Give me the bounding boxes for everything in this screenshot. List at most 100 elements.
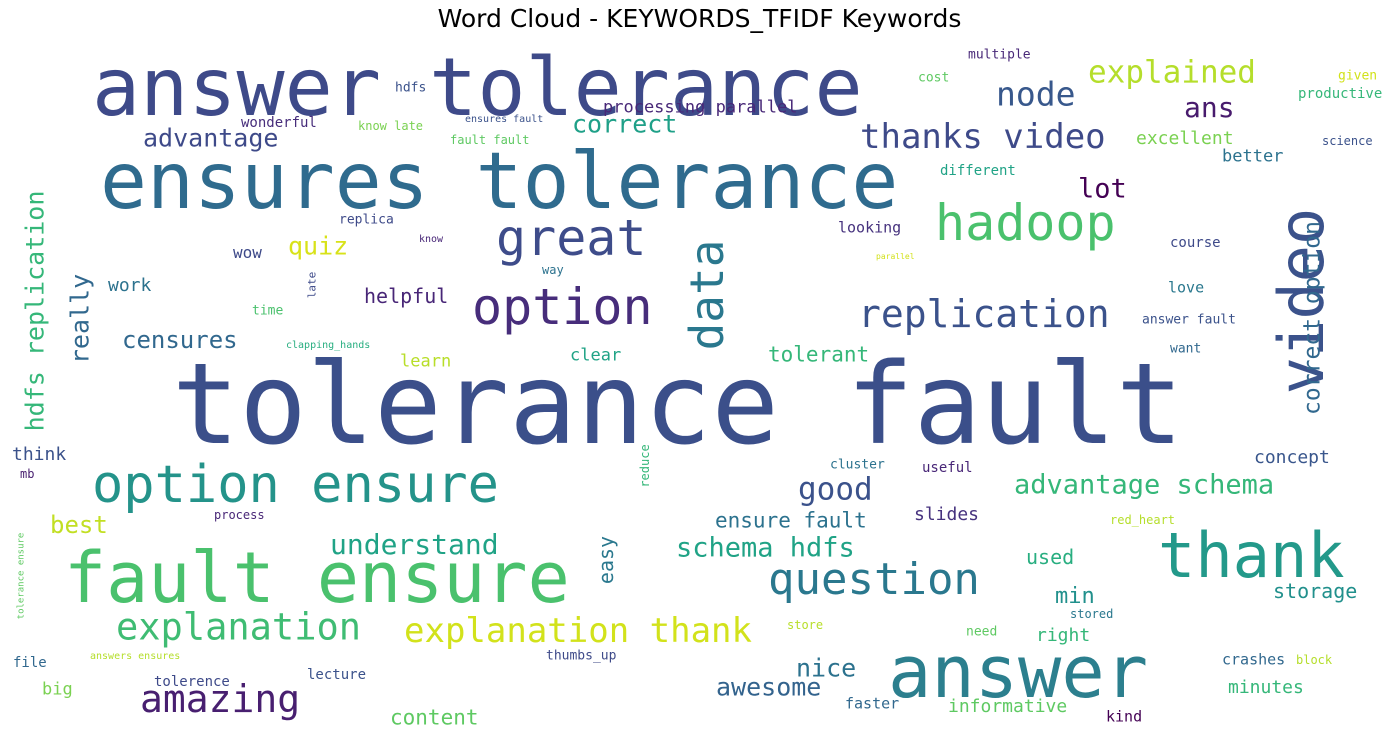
chart-title: Word Cloud - KEYWORDS_TFIDF Keywords xyxy=(437,4,962,33)
word: given xyxy=(1338,68,1378,84)
word: love xyxy=(1168,278,1205,297)
word: clapping_hands xyxy=(286,340,371,351)
word: productive xyxy=(1298,86,1383,102)
word: storage xyxy=(1273,579,1358,603)
word: slides xyxy=(914,504,980,525)
word: course xyxy=(1170,235,1221,251)
word: replication xyxy=(858,292,1110,336)
word: way xyxy=(542,263,564,277)
word: node xyxy=(996,74,1076,114)
word: clear xyxy=(570,345,622,366)
word: crashes xyxy=(1222,650,1286,669)
word: content xyxy=(390,705,479,730)
word: learn xyxy=(400,351,452,372)
word: ensures fault xyxy=(465,114,544,125)
word: kind xyxy=(1106,707,1143,726)
word: file xyxy=(13,655,47,671)
word: tolerance ensure xyxy=(16,532,27,620)
word: processing parallel xyxy=(603,97,798,118)
word: informative xyxy=(948,696,1068,717)
word: useful xyxy=(922,460,973,476)
word: tolerance fault xyxy=(172,340,1184,470)
word: parallel xyxy=(876,252,915,261)
word: ensures tolerance xyxy=(100,137,899,227)
word: replica xyxy=(339,212,394,228)
word: cluster xyxy=(830,457,885,473)
word: know late xyxy=(358,119,424,133)
word: really xyxy=(65,273,95,365)
word: stored xyxy=(1070,607,1114,621)
word: hadoop xyxy=(935,194,1116,252)
word: thanks video xyxy=(860,117,1106,157)
word: science xyxy=(1322,134,1373,148)
word: answers ensures xyxy=(90,651,181,662)
word: answer tolerance xyxy=(92,41,863,134)
word: easy xyxy=(594,535,618,585)
word: tolerant xyxy=(768,342,870,367)
word: understand xyxy=(330,528,499,561)
word: quiz xyxy=(288,231,349,261)
word: explanation thank xyxy=(404,611,752,651)
word: explained xyxy=(1088,54,1256,91)
word: advantage xyxy=(143,123,279,153)
word: faster xyxy=(845,694,900,713)
word: block xyxy=(1296,653,1333,667)
word: awesome xyxy=(716,672,822,702)
word: answer xyxy=(888,630,1149,714)
word: reduce xyxy=(638,444,652,488)
word: right xyxy=(1036,625,1091,646)
word: option ensure xyxy=(92,455,499,515)
word: work xyxy=(108,275,152,296)
word: censures xyxy=(122,326,238,354)
word: time xyxy=(252,303,284,319)
word: concept xyxy=(1254,447,1330,468)
word: helpful xyxy=(364,284,449,308)
word: nice xyxy=(796,653,857,683)
word: know xyxy=(419,234,444,245)
word: used xyxy=(1026,545,1075,569)
word: answer fault xyxy=(1142,312,1236,328)
word: data xyxy=(680,239,734,351)
word: big xyxy=(42,679,73,700)
word: good xyxy=(798,471,873,508)
word: ans xyxy=(1184,91,1235,124)
word: fault fault xyxy=(450,133,530,147)
word: looking xyxy=(838,218,902,237)
word: advantage schema xyxy=(1014,469,1275,501)
word: wonderful xyxy=(241,115,317,131)
word: multiple xyxy=(968,47,1031,63)
word: red_heart xyxy=(1110,513,1176,527)
word: think xyxy=(12,444,67,465)
word: wow xyxy=(233,243,262,262)
word: lecture xyxy=(307,667,367,683)
word: mb xyxy=(20,467,35,481)
word: question xyxy=(768,554,980,605)
word: fault ensure xyxy=(64,537,570,619)
word: explanation xyxy=(116,605,362,649)
word: cost xyxy=(918,70,950,86)
word: better xyxy=(1222,146,1284,167)
word: thumbs_up xyxy=(546,648,617,664)
word: amazing xyxy=(140,677,301,721)
word: best xyxy=(50,511,108,539)
word: late xyxy=(305,271,319,299)
word: option xyxy=(472,278,653,336)
word: min xyxy=(1055,584,1095,609)
word: hdfs replication xyxy=(20,190,50,432)
word: tolerence xyxy=(154,674,230,690)
word: hdfs xyxy=(395,80,427,96)
word: lot xyxy=(1078,173,1127,205)
word: thank xyxy=(1158,519,1345,592)
word: correct xyxy=(572,109,678,139)
word: want xyxy=(1170,341,1202,357)
word: different xyxy=(940,163,1016,179)
word: store xyxy=(787,618,824,632)
word: need xyxy=(966,624,998,640)
word: great xyxy=(496,209,647,267)
word: process xyxy=(214,508,265,522)
word: excellent xyxy=(1136,128,1234,149)
word: schema hdfs xyxy=(676,532,855,564)
word: correct option xyxy=(1299,221,1326,415)
word: ensure fault xyxy=(715,508,867,533)
